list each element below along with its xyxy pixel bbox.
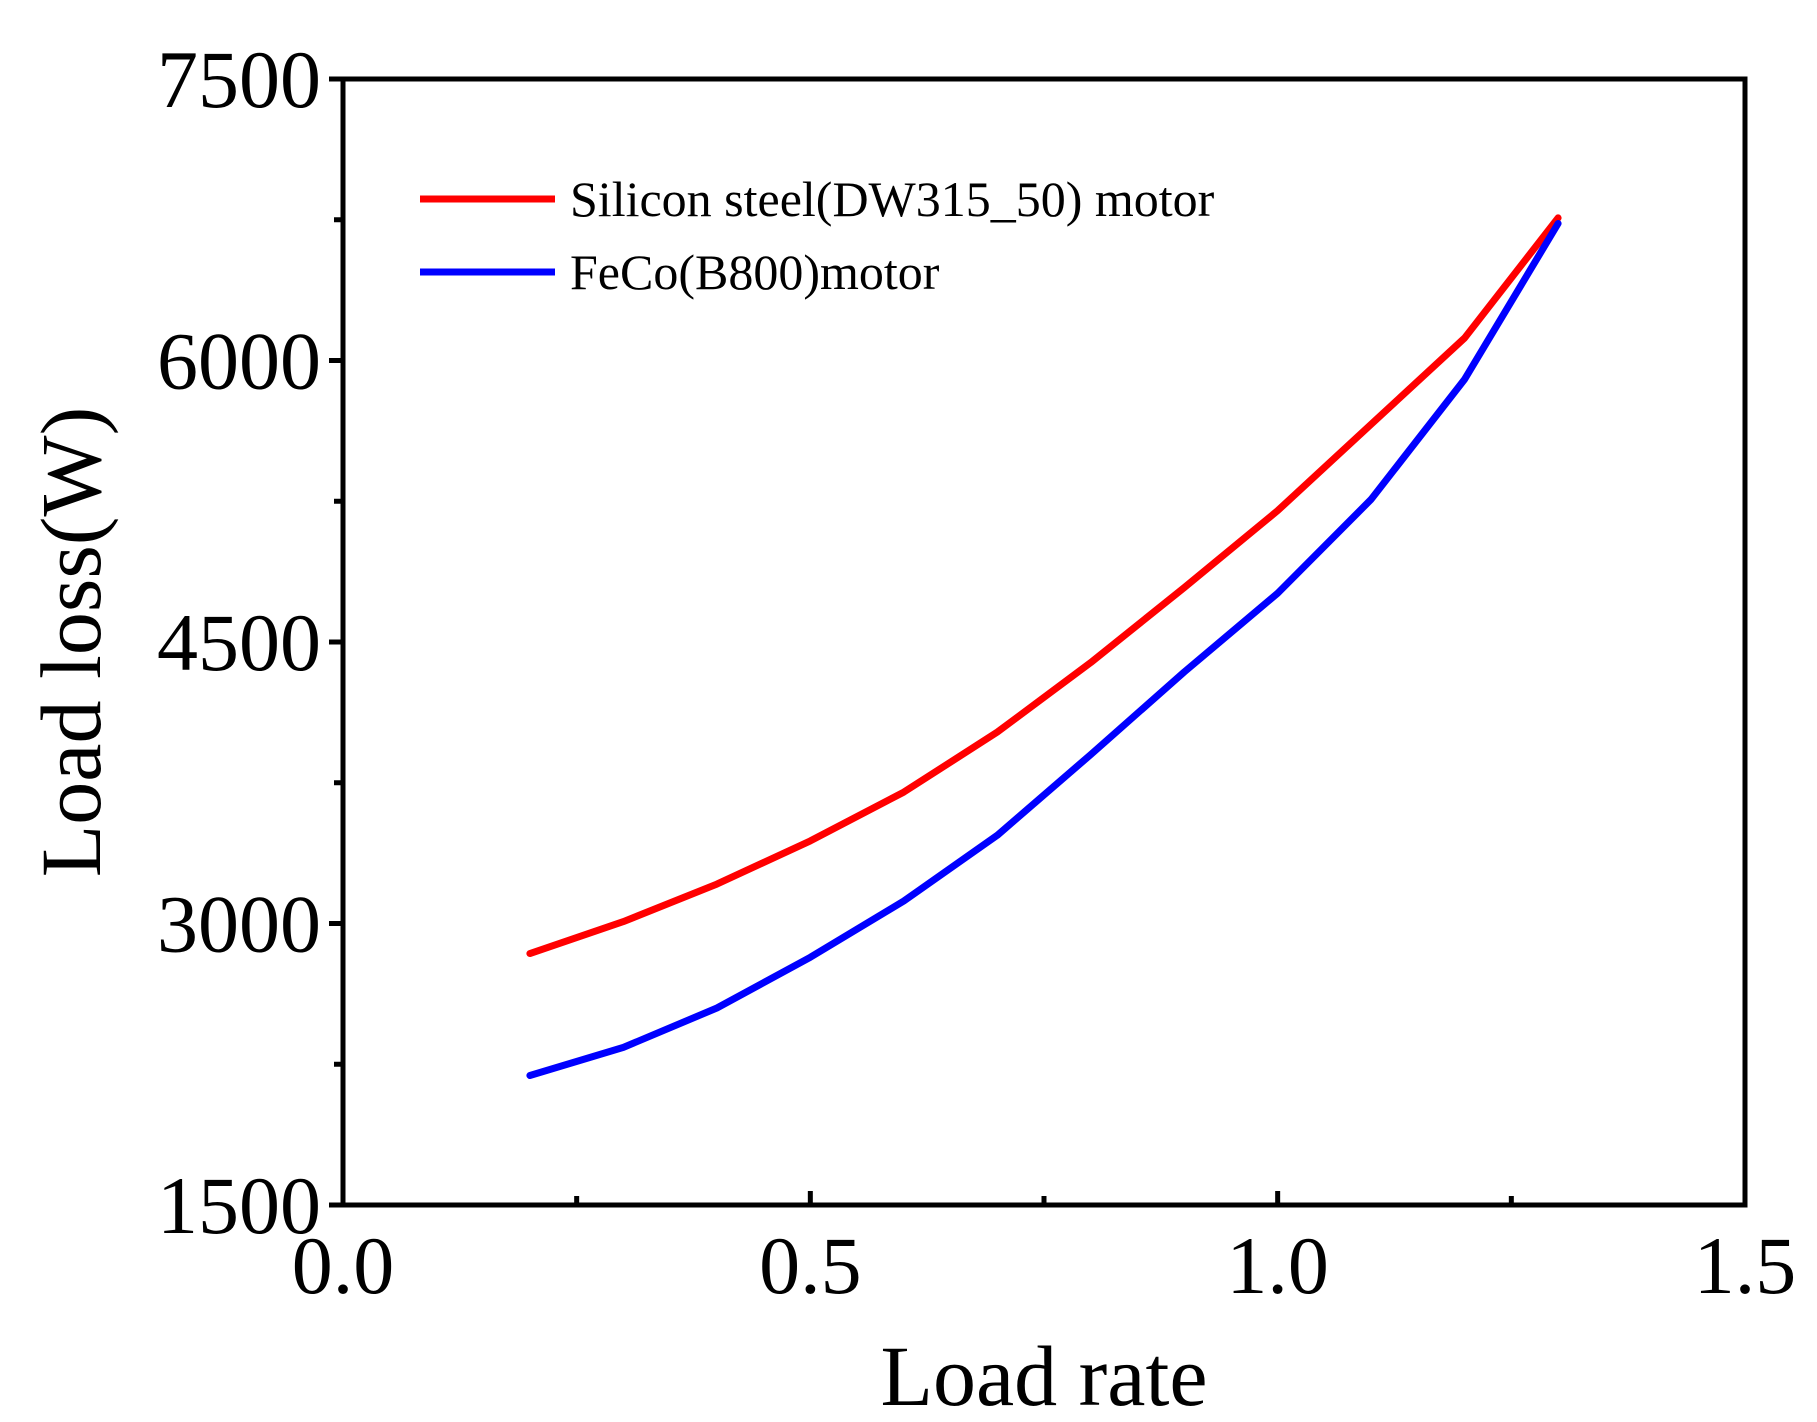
y-tick-label: 1500	[157, 1160, 321, 1251]
x-tick-label: 1.0	[1226, 1220, 1329, 1311]
x-axis-label: Load rate	[880, 1328, 1207, 1422]
y-tick-label: 7500	[157, 34, 321, 125]
y-axis-ticks	[329, 76, 343, 1208]
y-axis-tick-labels: 1500 3000 4500 6000 7500	[157, 34, 321, 1251]
legend-label-silicon-steel: Silicon steel(DW315_50) motor	[570, 171, 1215, 227]
y-axis-label: Load loss(W)	[23, 407, 119, 877]
x-tick-label: 0.5	[759, 1220, 862, 1311]
legend: Silicon steel(DW315_50) motor FeCo(B800)…	[420, 171, 1215, 300]
legend-label-feco: FeCo(B800)motor	[570, 244, 940, 300]
x-axis-tick-labels: 0.0 0.5 1.0 1.5	[292, 1220, 1797, 1311]
x-tick-label: 0.0	[292, 1220, 395, 1311]
y-tick-label: 4500	[157, 597, 321, 688]
series-line-feco	[526, 220, 1562, 1079]
series-lines	[526, 214, 1562, 1079]
series-line-silicon-steel	[526, 214, 1562, 957]
x-tick-label: 1.5	[1694, 1220, 1797, 1311]
y-tick-label: 6000	[157, 316, 321, 407]
y-tick-label: 3000	[157, 879, 321, 970]
x-axis-ticks	[340, 1191, 1748, 1205]
